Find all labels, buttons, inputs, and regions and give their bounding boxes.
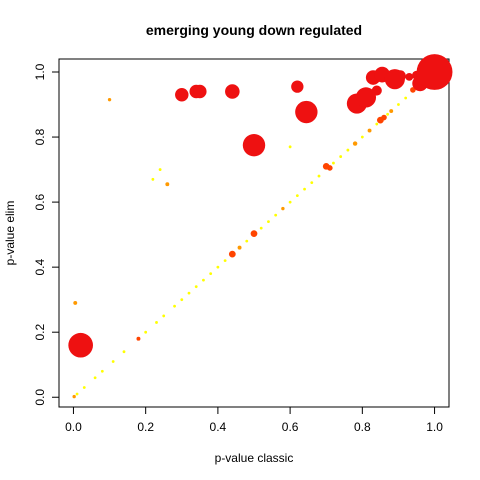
data-point	[187, 291, 191, 295]
data-point	[317, 174, 321, 178]
data-point	[75, 392, 79, 396]
data-point	[377, 116, 384, 124]
data-point	[223, 259, 227, 263]
data-point	[82, 386, 86, 389]
data-point	[175, 88, 189, 102]
data-point	[100, 369, 104, 373]
data-point	[180, 298, 184, 302]
data-point	[303, 187, 306, 191]
data-point	[122, 350, 126, 354]
data-point	[162, 314, 166, 318]
y-tick-label: 1.0	[33, 63, 47, 80]
x-tick-label: 1.0	[426, 420, 443, 434]
data-point	[295, 194, 299, 197]
data-point	[107, 97, 112, 102]
data-point	[202, 278, 205, 282]
data-point	[111, 360, 115, 363]
data-point	[250, 230, 258, 238]
chart-title: emerging young down regulated	[146, 22, 362, 38]
y-tick-label: 0.0	[33, 389, 47, 406]
y-tick-label: 0.4	[33, 258, 47, 275]
y-axis: 0.0 0.2 0.4 0.6 0.8 1.0	[33, 63, 60, 406]
data-point	[404, 96, 408, 100]
data-point	[165, 182, 170, 187]
data-point	[242, 133, 266, 157]
y-axis-label: p-value elim	[3, 201, 17, 266]
data-point	[281, 206, 285, 211]
x-axis-label: p-value classic	[215, 451, 294, 465]
data-point	[209, 272, 213, 276]
data-point	[155, 321, 158, 324]
data-point	[194, 285, 198, 289]
data-point	[151, 177, 155, 181]
data-point	[322, 162, 330, 170]
data-point	[158, 168, 162, 171]
data-point	[375, 122, 379, 126]
data-point	[68, 332, 93, 358]
data-point	[339, 155, 343, 158]
data-point	[355, 87, 377, 108]
x-tick-label: 0.8	[354, 420, 371, 434]
data-point	[288, 200, 292, 204]
data-point	[72, 394, 76, 399]
data-point	[144, 330, 148, 334]
data-point	[295, 100, 318, 124]
data-point	[332, 161, 335, 165]
data-point	[360, 135, 364, 139]
data-point	[288, 145, 292, 149]
data-point	[384, 69, 405, 90]
data-point	[416, 54, 453, 90]
data-point	[228, 250, 236, 258]
data-point	[237, 245, 242, 250]
data-point	[386, 112, 390, 116]
x-tick-label: 0.6	[282, 420, 299, 434]
x-tick-label: 0.2	[137, 420, 154, 434]
data-point	[245, 239, 249, 243]
data-point	[367, 128, 372, 133]
data-point	[225, 84, 240, 99]
data-point	[352, 141, 358, 146]
data-points	[68, 54, 453, 399]
x-axis: 0.0 0.2 0.4 0.6 0.8 1.0	[65, 406, 443, 434]
x-tick-label: 0.0	[65, 420, 82, 434]
data-point	[405, 72, 414, 81]
data-point	[73, 300, 78, 305]
data-point	[136, 336, 141, 341]
y-tick-label: 0.8	[33, 128, 47, 145]
y-tick-label: 0.2	[33, 324, 47, 341]
data-point	[216, 265, 220, 269]
data-point	[173, 304, 176, 308]
data-point	[310, 181, 314, 184]
data-point	[193, 84, 207, 99]
data-point	[274, 213, 278, 217]
data-point	[346, 148, 350, 152]
y-tick-label: 0.6	[33, 193, 47, 210]
data-point	[397, 103, 400, 106]
x-tick-label: 0.4	[210, 420, 227, 434]
data-point	[259, 226, 263, 230]
data-point	[291, 80, 304, 93]
data-point	[93, 376, 97, 380]
data-point	[389, 109, 394, 113]
data-point	[267, 220, 270, 224]
